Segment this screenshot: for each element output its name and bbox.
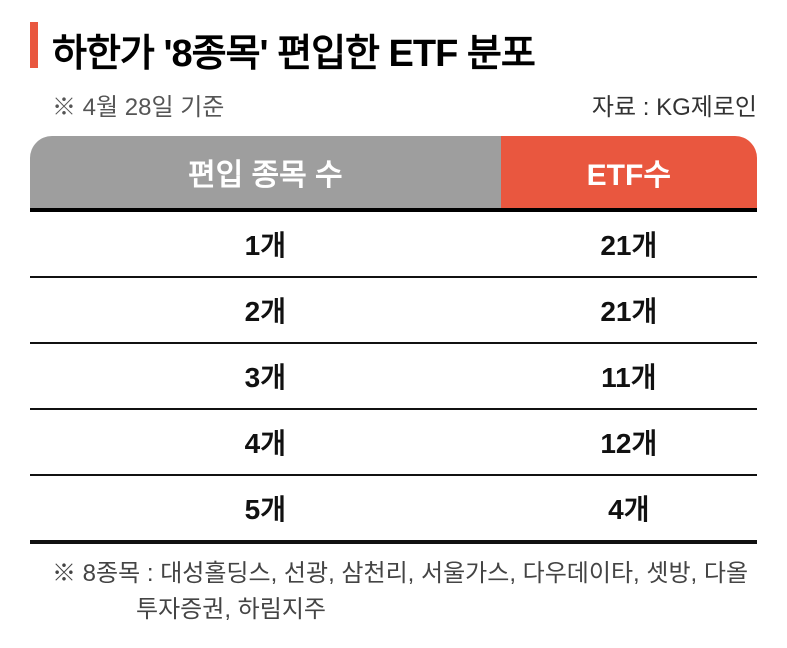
title-accent-bar <box>30 22 38 68</box>
footnote-body: 대성홀딩스, 선광, 삼천리, 서울가스, 다우데이타, 셋방, 다올투자증권,… <box>136 560 748 623</box>
table-row: 1개 21개 <box>30 210 757 277</box>
title-row: 하한가 '8종목' 편입한 ETF 분포 <box>30 22 757 77</box>
cell-etf: 12개 <box>501 409 757 475</box>
source-label: 자료 : KG제로인 <box>592 87 757 122</box>
table-body: 1개 21개 2개 21개 3개 11개 4개 12개 5개 4개 <box>30 210 757 542</box>
cell-stocks: 1개 <box>30 210 501 277</box>
col-header-etfcount: ETF수 <box>501 136 757 210</box>
table-row: 3개 11개 <box>30 343 757 409</box>
container: 하한가 '8종목' 편입한 ETF 분포 ※ 4월 28일 기준 자료 : KG… <box>0 0 787 648</box>
cell-stocks: 4개 <box>30 409 501 475</box>
table-row: 4개 12개 <box>30 409 757 475</box>
cell-etf: 21개 <box>501 210 757 277</box>
cell-stocks: 2개 <box>30 277 501 343</box>
meta-row: ※ 4월 28일 기준 자료 : KG제로인 <box>30 87 757 122</box>
col-header-stocks: 편입 종목 수 <box>30 136 501 210</box>
data-table: 편입 종목 수 ETF수 1개 21개 2개 21개 3개 11개 4개 12개 <box>30 136 757 544</box>
page-title: 하한가 '8종목' 편입한 ETF 분포 <box>52 22 535 77</box>
footnote: ※ 8종목 : 대성홀딩스, 선광, 삼천리, 서울가스, 다우데이타, 셋방,… <box>114 556 757 628</box>
cell-stocks: 5개 <box>30 475 501 542</box>
cell-etf: 21개 <box>501 277 757 343</box>
cell-etf: 4개 <box>501 475 757 542</box>
table-row: 2개 21개 <box>30 277 757 343</box>
table-header-row: 편입 종목 수 ETF수 <box>30 136 757 210</box>
cell-etf: 11개 <box>501 343 757 409</box>
cell-stocks: 3개 <box>30 343 501 409</box>
date-note: ※ 4월 28일 기준 <box>52 87 224 122</box>
table-row: 5개 4개 <box>30 475 757 542</box>
footnote-prefix: ※ 8종목 : <box>52 560 160 587</box>
